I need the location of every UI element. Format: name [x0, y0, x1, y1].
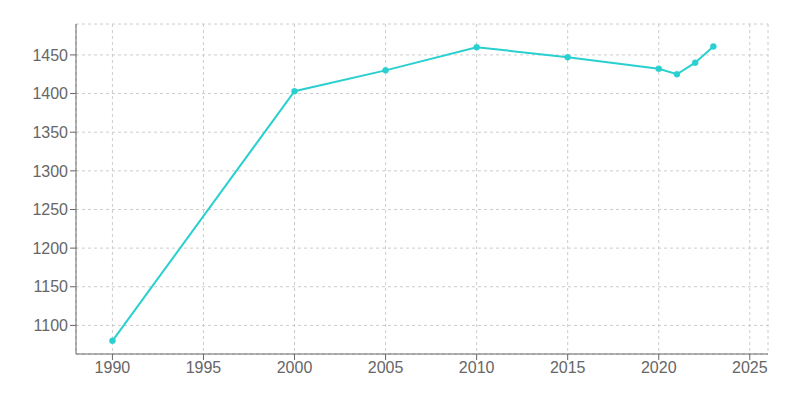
svg-text:1400: 1400: [32, 85, 68, 102]
svg-text:1995: 1995: [186, 359, 222, 376]
svg-text:2015: 2015: [550, 359, 586, 376]
svg-text:1200: 1200: [32, 240, 68, 257]
svg-text:1350: 1350: [32, 124, 68, 141]
svg-text:1990: 1990: [95, 359, 131, 376]
svg-text:1150: 1150: [34, 278, 69, 295]
svg-text:2020: 2020: [641, 359, 677, 376]
svg-text:1450: 1450: [32, 47, 68, 64]
svg-text:1100: 1100: [34, 317, 69, 334]
svg-text:2025: 2025: [732, 359, 768, 376]
svg-text:2000: 2000: [277, 359, 313, 376]
svg-text:1300: 1300: [32, 163, 68, 180]
svg-text:2005: 2005: [368, 359, 404, 376]
svg-text:1250: 1250: [32, 201, 68, 218]
svg-text:2010: 2010: [459, 359, 495, 376]
